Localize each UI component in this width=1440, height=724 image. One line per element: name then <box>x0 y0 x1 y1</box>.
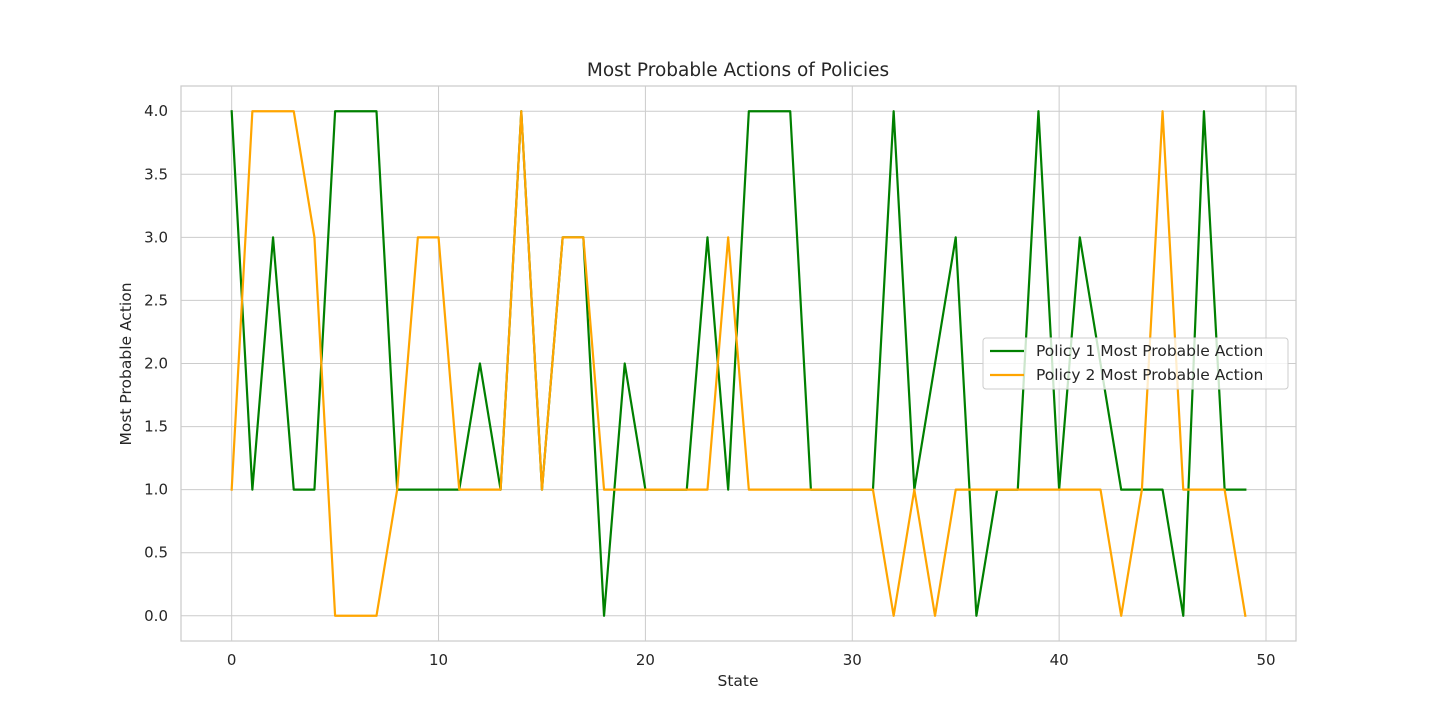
y-axis-tick-labels: 0.0 0.5 1.0 1.5 2.0 2.5 3.0 3.5 4.0 <box>144 102 168 625</box>
legend: Policy 1 Most Probable Action Policy 2 Mo… <box>982 337 1289 390</box>
chart-title: Most Probable Actions of Policies <box>587 60 889 81</box>
y-tick-label: 1.5 <box>144 418 168 436</box>
series-lines <box>230 110 1247 618</box>
y-axis-label: Most Probable Action <box>117 282 135 445</box>
x-axis-label: State <box>717 672 758 690</box>
legend-box <box>982 337 1289 390</box>
series-line-policy-2 <box>230 110 1247 618</box>
y-tick-label: 4.0 <box>144 102 168 120</box>
x-axis-tick-labels: 0 10 20 30 40 50 <box>227 651 1276 669</box>
series-line-policy-1 <box>230 110 1247 617</box>
x-tick-label: 0 <box>227 651 237 669</box>
x-tick-label: 40 <box>1050 651 1069 669</box>
x-tick-label: 20 <box>636 651 655 669</box>
legend-label-policy-2: Policy 2 Most Probable Action <box>1036 366 1263 384</box>
y-tick-label: 2.0 <box>144 355 168 373</box>
y-tick-label: 0.0 <box>144 607 168 625</box>
y-tick-label: 0.5 <box>144 544 168 562</box>
x-tick-label: 50 <box>1256 651 1275 669</box>
legend-label-policy-1: Policy 1 Most Probable Action <box>1036 342 1263 360</box>
x-tick-label: 10 <box>429 651 448 669</box>
x-tick-label: 30 <box>843 651 862 669</box>
y-tick-label: 1.0 <box>144 481 168 499</box>
y-tick-label: 3.5 <box>144 165 168 183</box>
plot-area-frame <box>180 85 1297 642</box>
y-tick-label: 2.5 <box>144 291 168 309</box>
y-tick-label: 3.0 <box>144 228 168 246</box>
